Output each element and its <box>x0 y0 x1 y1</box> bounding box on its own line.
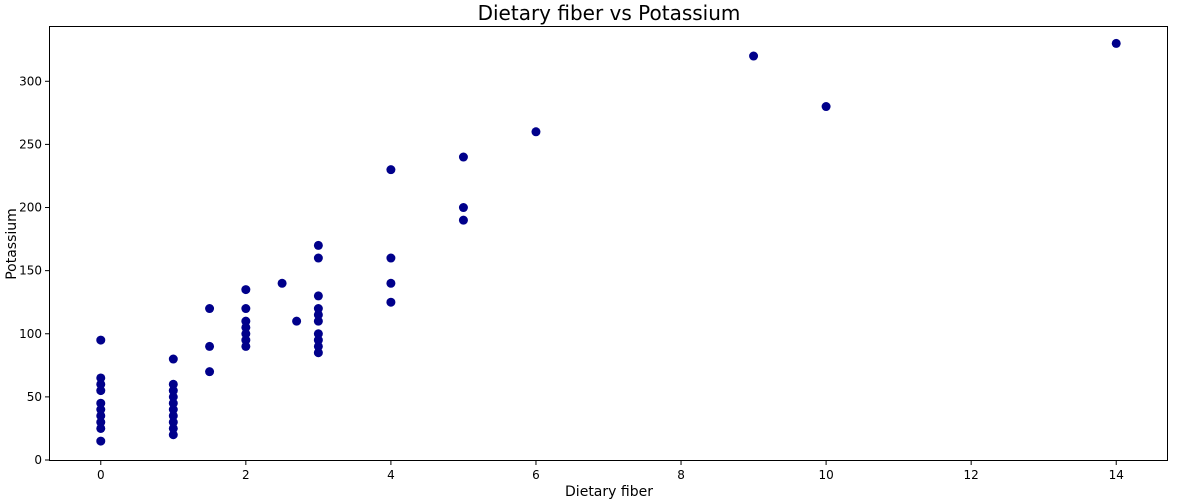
data-point <box>313 291 323 301</box>
data-point <box>821 102 831 112</box>
y-tick-label: 200 <box>19 201 42 215</box>
x-tick-label: 2 <box>242 468 250 482</box>
data-point <box>313 240 323 250</box>
x-tick-label: 4 <box>387 468 395 482</box>
data-point <box>205 341 215 351</box>
y-tick-label: 50 <box>27 390 42 404</box>
data-point <box>168 411 178 421</box>
x-tick-label: 12 <box>964 468 979 482</box>
data-point <box>313 341 323 351</box>
x-tick-label: 8 <box>677 468 685 482</box>
data-point <box>313 310 323 320</box>
y-tick-label: 150 <box>19 264 42 278</box>
data-point <box>313 335 323 345</box>
x-tick-label: 10 <box>818 468 833 482</box>
data-point <box>96 379 106 389</box>
data-point <box>241 329 251 339</box>
data-point <box>277 278 287 288</box>
data-point <box>313 316 323 326</box>
axis-ticks: 0 2 4 6 8 10 12 14 0 50 100 150 200 250 300 <box>19 74 1124 482</box>
y-tick-label: 300 <box>19 74 42 88</box>
data-point <box>168 392 178 402</box>
data-point <box>313 253 323 263</box>
data-point <box>241 285 251 295</box>
data-point <box>168 398 178 408</box>
data-point <box>386 278 396 288</box>
x-tick-label: 6 <box>532 468 540 482</box>
data-point <box>96 373 106 383</box>
data-point <box>386 253 396 263</box>
y-tick-label: 0 <box>34 453 42 467</box>
data-point <box>1111 38 1121 48</box>
data-point <box>241 316 251 326</box>
data-point <box>749 51 759 61</box>
data-point <box>168 386 178 396</box>
y-axis-label: Potassium <box>4 208 20 280</box>
x-tick-label: 0 <box>97 468 105 482</box>
data-point <box>386 297 396 307</box>
data-point <box>458 152 468 162</box>
data-point <box>292 316 302 326</box>
y-tick-label: 100 <box>19 327 42 341</box>
data-point <box>96 417 106 427</box>
data-point <box>168 417 178 427</box>
data-point <box>205 304 215 314</box>
data-point <box>96 411 106 421</box>
data-points <box>96 38 1121 446</box>
x-tick-label: 14 <box>1109 468 1124 482</box>
data-point <box>241 304 251 314</box>
data-point <box>205 367 215 377</box>
data-point <box>458 203 468 213</box>
data-point <box>96 436 106 446</box>
data-point <box>313 304 323 314</box>
data-point <box>458 215 468 225</box>
data-point <box>96 386 106 396</box>
data-point <box>531 127 541 137</box>
data-point <box>168 405 178 415</box>
data-point <box>313 348 323 358</box>
data-point <box>168 379 178 389</box>
data-point <box>96 405 106 415</box>
x-axis-label: Dietary fiber <box>565 484 653 500</box>
data-point <box>313 329 323 339</box>
data-point <box>168 423 178 433</box>
plot-frame <box>49 26 1168 461</box>
data-point <box>168 430 178 440</box>
y-tick-label: 250 <box>19 137 42 151</box>
data-point <box>241 335 251 345</box>
data-point <box>241 322 251 332</box>
data-point <box>241 341 251 351</box>
data-point <box>168 354 178 364</box>
data-point <box>96 398 106 408</box>
data-point <box>386 165 396 175</box>
data-point <box>96 335 106 345</box>
chart-title: Dietary fiber vs Potassium <box>478 1 741 25</box>
data-point <box>96 423 106 433</box>
